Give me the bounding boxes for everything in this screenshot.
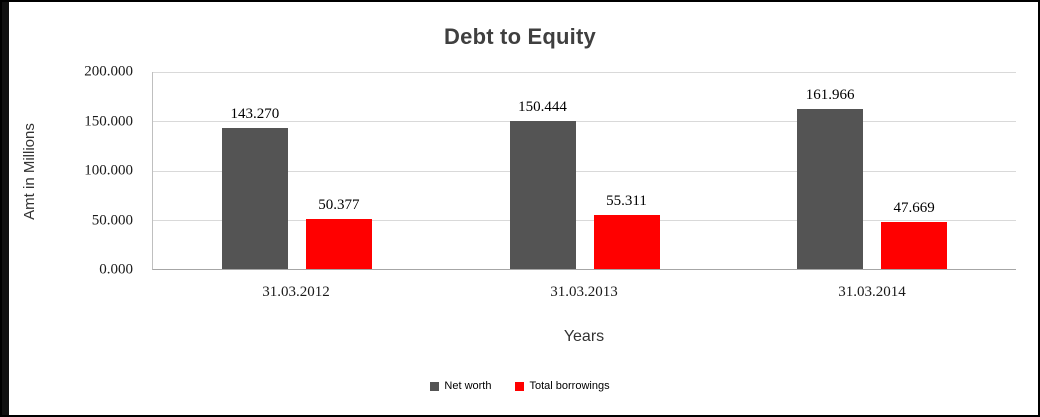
legend-marker-icon bbox=[430, 381, 440, 391]
legend-item-total-borrowings[interactable]: Total borrowings bbox=[515, 380, 610, 392]
y-tick-label: 50.000 bbox=[91, 212, 133, 228]
bar-value-label: 50.377 bbox=[318, 197, 360, 214]
y-tick-label: 150.000 bbox=[84, 113, 133, 129]
plot-area: 143.270 50.377 150.444 55.311 161.966 47.669 bbox=[152, 72, 1016, 270]
total-borrowings-bar[interactable] bbox=[305, 219, 372, 269]
gridline bbox=[153, 170, 1016, 172]
bar-value-label: 150.444 bbox=[518, 98, 567, 115]
y-tick-label: 0.000 bbox=[99, 261, 133, 278]
x-tick-label: 31.03.2013 bbox=[550, 284, 618, 300]
y-tick-label: 100.000 bbox=[84, 162, 133, 179]
net-worth-bar[interactable] bbox=[509, 120, 576, 269]
bar-group-31.03.2014: 161.966 47.669 bbox=[728, 72, 1016, 269]
y-axis-ticks: 200.000 150.000 100.000 50.000 0.000 bbox=[2, 64, 142, 278]
chart-title: Debt to Equity bbox=[444, 24, 596, 49]
bar-value-label: 161.966 bbox=[805, 87, 855, 104]
bar-groups: 143.270 50.377 150.444 55.311 161.966 47.669 bbox=[153, 72, 1016, 269]
bar-value-label: 55.311 bbox=[606, 192, 647, 209]
x-axis-ticks: 31.03.2012 31.03.2013 31.03.2014 bbox=[152, 284, 1016, 301]
gridline bbox=[153, 219, 1016, 221]
x-tick-label: 31.03.2014 bbox=[838, 284, 906, 300]
left-edge-border bbox=[2, 2, 9, 415]
bar-column: 47.669 bbox=[881, 72, 948, 269]
bar-column: 150.444 bbox=[509, 72, 576, 269]
gridline bbox=[153, 72, 1016, 73]
legend-label: Net worth bbox=[444, 380, 492, 392]
gridline bbox=[153, 121, 1016, 123]
bar-column: 50.377 bbox=[305, 72, 372, 269]
net-worth-bar[interactable] bbox=[797, 109, 864, 269]
bar-column: 55.311 bbox=[593, 72, 660, 269]
total-borrowings-bar[interactable] bbox=[881, 222, 948, 269]
bar-column: 143.270 bbox=[221, 72, 288, 269]
x-tick-label: 31.03.2012 bbox=[262, 284, 330, 300]
legend-label: Total borrowings bbox=[529, 380, 610, 392]
legend-item-net-worth[interactable]: Net worth bbox=[430, 380, 491, 392]
legend: Net worth Total borrowings bbox=[2, 380, 1038, 392]
bar-group-31.03.2012: 143.270 50.377 bbox=[153, 72, 441, 269]
net-worth-bar[interactable] bbox=[221, 127, 288, 269]
y-tick-label: 200.000 bbox=[84, 63, 133, 80]
bar-column: 161.966 bbox=[797, 72, 864, 269]
bar-value-label: 143.270 bbox=[230, 105, 280, 122]
bar-value-label: 47.669 bbox=[893, 200, 935, 217]
legend-marker-icon bbox=[515, 381, 525, 391]
bar-group-31.03.2013: 150.444 55.311 bbox=[441, 72, 729, 269]
x-axis-title: Years bbox=[563, 328, 605, 345]
total-borrowings-bar[interactable] bbox=[593, 214, 660, 269]
